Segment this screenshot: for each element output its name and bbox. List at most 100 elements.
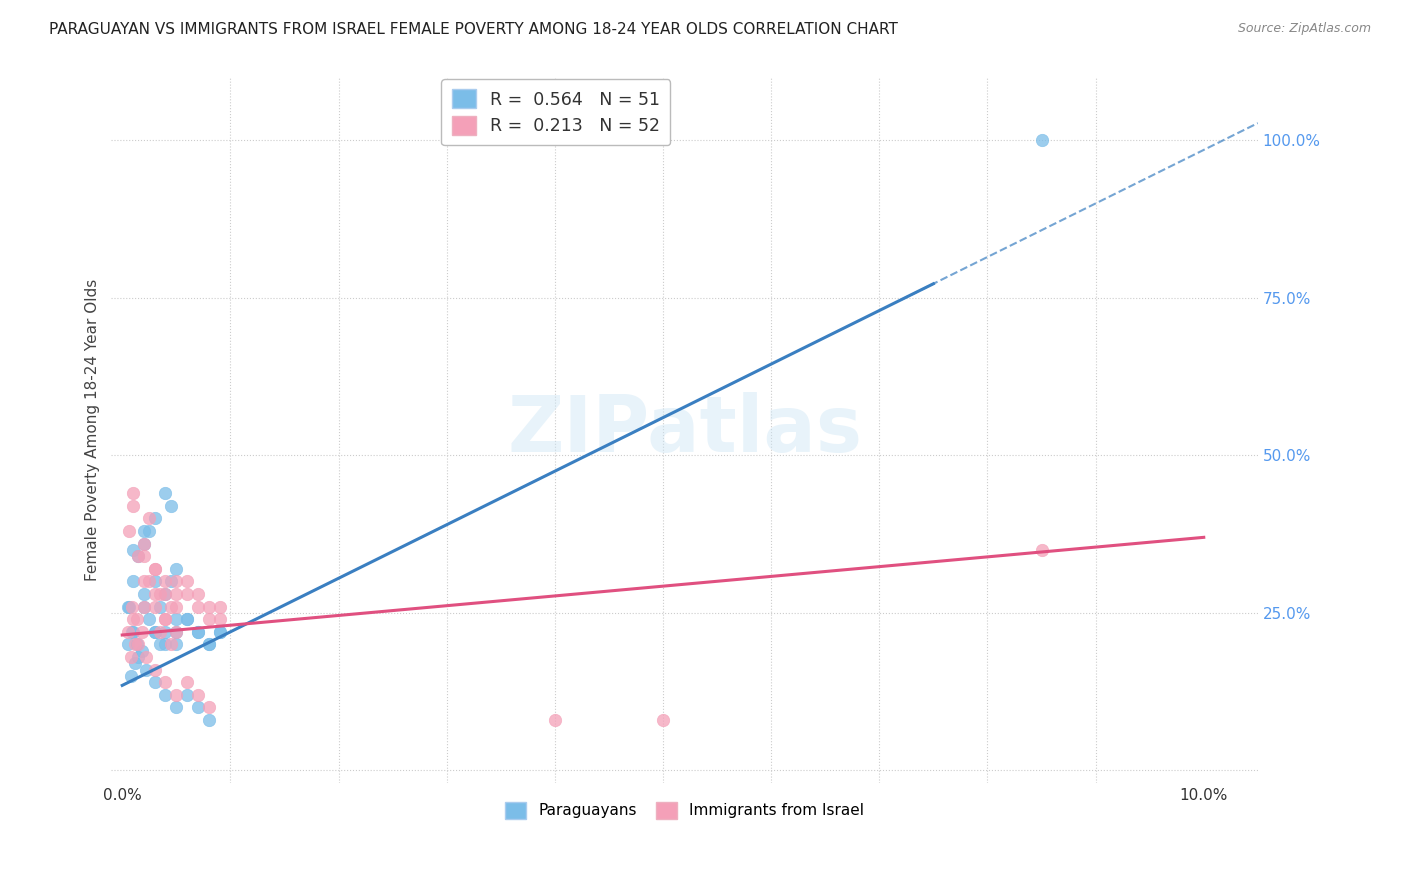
Point [208,624,231,639]
Point [120,650,142,665]
Point [149,624,172,639]
Point [138,574,160,589]
Point [131,644,153,658]
Point [132,536,155,550]
Point [187,599,209,614]
Point [143,624,166,639]
Point [176,612,198,626]
Point [197,713,219,727]
Point [138,612,160,626]
Point [165,574,187,589]
Point [165,637,187,651]
Point [122,486,145,500]
Point [132,549,155,564]
Point [155,675,177,690]
Point [124,637,146,651]
Point [149,637,172,651]
Text: ZIPatlas: ZIPatlas [508,392,862,468]
Point [143,574,166,589]
Point [122,499,145,513]
Point [155,688,177,702]
Point [544,713,567,727]
Point [187,688,209,702]
Point [135,650,157,665]
Point [160,599,183,614]
Point [155,486,177,500]
Point [138,524,160,538]
Legend: Paraguayans, Immigrants from Israel: Paraguayans, Immigrants from Israel [499,796,870,825]
Point [117,624,139,639]
Point [143,624,166,639]
Point [149,587,172,601]
Point [176,587,198,601]
Point [652,713,675,727]
Point [132,599,155,614]
Point [127,549,149,564]
Point [160,499,183,513]
Point [208,599,231,614]
Point [176,574,198,589]
Point [149,599,172,614]
Point [121,624,143,639]
Point [132,574,155,589]
Point [155,624,177,639]
Point [143,599,166,614]
Point [165,599,187,614]
Point [208,624,231,639]
Point [155,637,177,651]
Point [197,599,219,614]
Point [165,587,187,601]
Point [187,624,209,639]
Point [143,675,166,690]
Point [155,574,177,589]
Point [143,562,166,576]
Point [165,612,187,626]
Point [165,562,187,576]
Point [132,536,155,550]
Point [155,612,177,626]
Point [176,688,198,702]
Point [176,612,198,626]
Point [122,612,145,626]
Point [143,511,166,525]
Point [165,624,187,639]
Point [208,612,231,626]
Point [155,587,177,601]
Y-axis label: Female Poverty Among 18-24 Year Olds: Female Poverty Among 18-24 Year Olds [86,279,100,582]
Point [187,700,209,714]
Point [131,624,153,639]
Point [118,599,141,614]
Point [160,637,183,651]
Point [160,574,183,589]
Point [155,587,177,601]
Point [165,624,187,639]
Point [132,599,155,614]
Point [197,700,219,714]
Point [165,700,187,714]
Point [143,562,166,576]
Text: PARAGUAYAN VS IMMIGRANTS FROM ISRAEL FEMALE POVERTY AMONG 18-24 YEAR OLDS CORREL: PARAGUAYAN VS IMMIGRANTS FROM ISRAEL FEM… [49,22,898,37]
Point [1031,543,1053,558]
Point [197,637,219,651]
Point [135,663,157,677]
Point [117,637,139,651]
Point [127,637,149,651]
Point [138,511,160,525]
Point [132,587,155,601]
Point [143,587,166,601]
Point [155,612,177,626]
Point [176,675,198,690]
Text: Source: ZipAtlas.com: Source: ZipAtlas.com [1237,22,1371,36]
Point [127,637,149,651]
Point [122,574,145,589]
Point [127,549,149,564]
Point [120,669,142,683]
Point [121,599,143,614]
Point [1031,133,1053,147]
Point [124,657,146,671]
Point [122,543,145,558]
Point [197,612,219,626]
Point [197,637,219,651]
Point [187,587,209,601]
Point [127,650,149,665]
